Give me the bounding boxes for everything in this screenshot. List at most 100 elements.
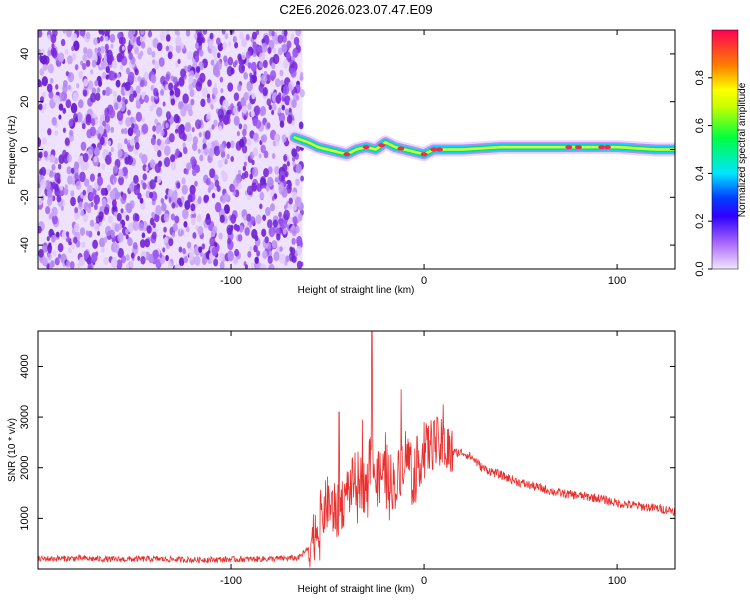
colorbar-tick-label: 0.0 [694, 261, 706, 276]
noise-speck [175, 148, 180, 156]
noise-speck [118, 175, 124, 186]
noise-speck [120, 255, 126, 264]
noise-speck [220, 88, 224, 94]
noise-speck [104, 136, 109, 143]
noise-speck [116, 213, 122, 222]
noise-speck [180, 106, 187, 117]
noise-speck [266, 98, 272, 106]
noise-speck [82, 53, 88, 62]
noise-speck [207, 79, 212, 87]
noise-speck [124, 156, 130, 165]
noise-speck [62, 30, 67, 34]
noise-speck [252, 166, 259, 177]
noise-speck [292, 47, 299, 58]
noise-speck [277, 34, 284, 44]
snr-y-label: SNR (10 * v/v) [7, 418, 18, 482]
noise-speck [167, 51, 173, 60]
noise-speck [85, 31, 91, 40]
noise-speck [82, 213, 89, 223]
noise-speck [177, 58, 181, 65]
noise-speck [296, 235, 303, 246]
noise-speck [142, 173, 147, 181]
noise-speck [271, 152, 276, 160]
signal-hotspot [362, 145, 370, 150]
noise-speck [178, 246, 183, 253]
noise-speck [296, 245, 303, 256]
spectrogram-y-tick-label: -40 [19, 237, 31, 253]
noise-speck [199, 154, 204, 162]
noise-speck [73, 236, 78, 244]
noise-speck [237, 53, 242, 61]
signal-hotspot [430, 147, 438, 152]
noise-speck [91, 59, 97, 68]
noise-speck [171, 232, 176, 238]
noise-speck [188, 83, 194, 91]
noise-speck [200, 98, 206, 108]
noise-speck [244, 227, 250, 236]
noise-speck [83, 78, 89, 87]
noise-speck [214, 68, 221, 78]
noise-speck [211, 124, 215, 130]
noise-speck [79, 171, 86, 183]
noise-speck [168, 198, 172, 204]
noise-speck [125, 67, 131, 75]
noise-speck [177, 197, 182, 205]
noise-speck [42, 103, 47, 110]
noise-speck [165, 122, 169, 129]
noise-speck [226, 224, 233, 236]
noise-speck [213, 119, 218, 127]
noise-speck [183, 255, 189, 264]
noise-speck [127, 30, 134, 40]
noise-speck [183, 220, 188, 228]
noise-speck [222, 41, 228, 50]
noise-speck [88, 145, 94, 155]
noise-speck [274, 177, 278, 183]
noise-speck [103, 206, 110, 216]
noise-speck [103, 236, 108, 244]
noise-speck [105, 154, 112, 165]
noise-speck [66, 166, 72, 175]
noise-speck [147, 30, 153, 38]
noise-speck [230, 155, 235, 162]
noise-speck [104, 35, 109, 43]
noise-speck [66, 153, 72, 163]
noise-speck [270, 70, 277, 80]
signal-hotspot [565, 145, 573, 150]
noise-speck [117, 142, 123, 151]
noise-speck [197, 148, 201, 154]
noise-speck [260, 135, 265, 143]
noise-speck [212, 225, 218, 234]
noise-speck [180, 265, 184, 269]
noise-speck [159, 31, 166, 41]
noise-speck [117, 149, 123, 158]
noise-speck [134, 76, 138, 83]
noise-speck [101, 71, 107, 80]
noise-speck [135, 85, 141, 94]
noise-speck [92, 112, 96, 118]
noise-speck [150, 95, 155, 102]
noise-speck [62, 127, 67, 133]
noise-speck [192, 142, 198, 152]
noise-speck [153, 87, 159, 97]
noise-speck [62, 107, 67, 114]
noise-speck [46, 197, 53, 207]
noise-speck [250, 110, 255, 118]
noise-speck [209, 32, 214, 40]
noise-speck [87, 80, 94, 90]
noise-speck [112, 165, 119, 174]
noise-speck [205, 215, 212, 226]
noise-speck [85, 59, 91, 67]
noise-speck [238, 123, 243, 130]
noise-speck [295, 163, 302, 174]
noise-speck [95, 119, 99, 125]
noise-speck [214, 201, 222, 213]
noise-speck [232, 61, 237, 68]
noise-speck [116, 110, 124, 121]
noise-speck [157, 149, 162, 158]
noise-speck [291, 237, 296, 245]
noise-speck [242, 105, 247, 114]
noise-speck [76, 83, 80, 89]
noise-speck [168, 133, 175, 143]
noise-speck [245, 50, 251, 59]
